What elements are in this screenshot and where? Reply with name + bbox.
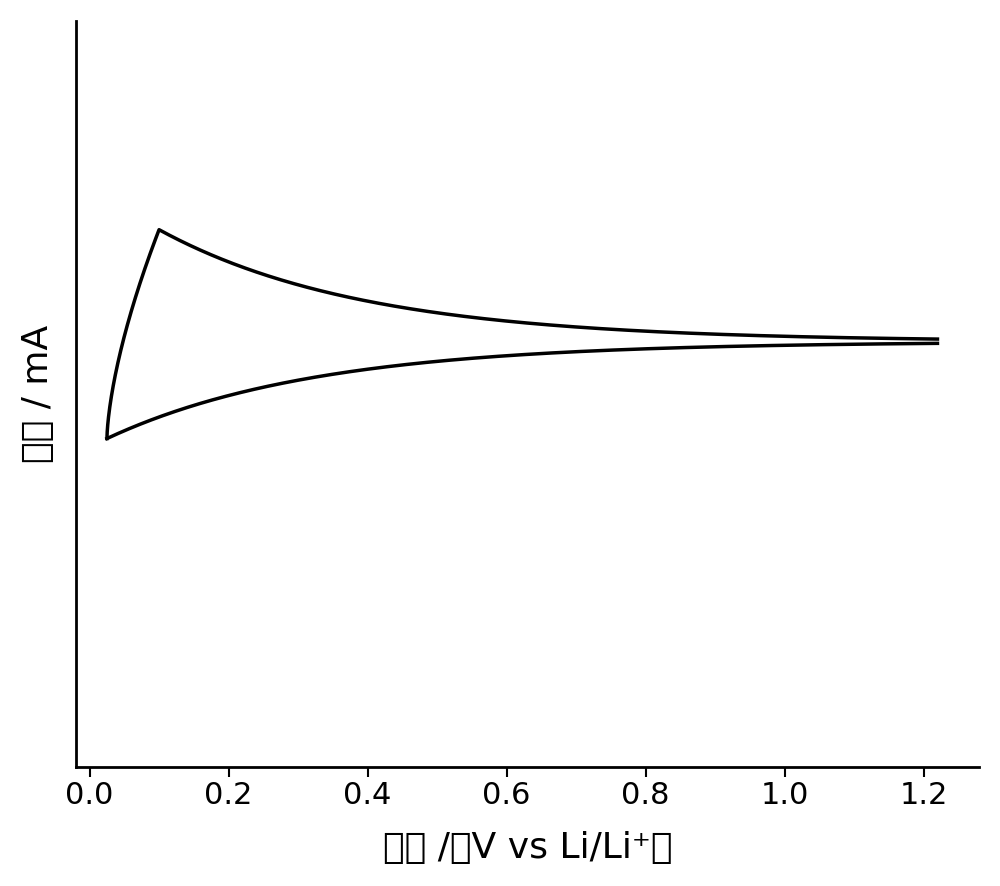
Y-axis label: 电流 / mA: 电流 / mA [21, 324, 55, 462]
X-axis label: 电压 /（V vs Li/Li⁺）: 电压 /（V vs Li/Li⁺） [383, 831, 672, 865]
